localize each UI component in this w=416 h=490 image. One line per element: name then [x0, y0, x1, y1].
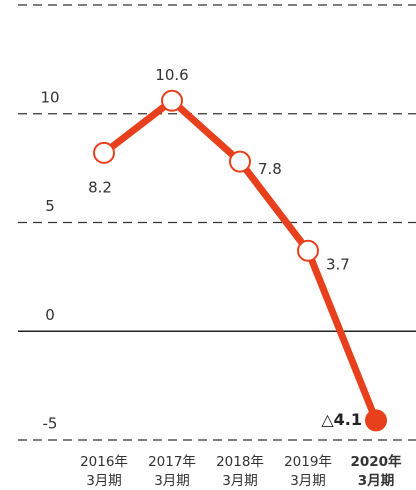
- marker: [229, 150, 251, 173]
- x-tick-label: 3月期: [358, 473, 394, 489]
- data-label: △4.1: [321, 410, 362, 429]
- x-tick-label: 2017年: [148, 454, 196, 470]
- marker: [297, 239, 319, 262]
- x-tick-label: 2019年: [284, 454, 332, 470]
- marker: [93, 141, 115, 164]
- y-tick-label: 5: [45, 197, 55, 215]
- x-tick-label: 2016年: [80, 454, 128, 470]
- marker: [161, 89, 183, 112]
- data-label: 7.8: [258, 160, 282, 178]
- x-tick-label: 3月期: [222, 473, 258, 489]
- x-tick-label: 3月期: [154, 473, 190, 489]
- y-tick-label: 10: [40, 88, 59, 106]
- x-tick-label: 3月期: [86, 473, 122, 489]
- marker: [365, 409, 387, 432]
- x-tick-label: 3月期: [290, 473, 326, 489]
- x-tick-label: 2018年: [216, 454, 264, 470]
- data-label: 3.7: [326, 255, 350, 273]
- data-label: 8.2: [88, 178, 112, 196]
- data-label: 10.6: [155, 66, 188, 84]
- y-tick-label: 0: [45, 306, 55, 324]
- x-tick-label: 2020年: [350, 453, 402, 470]
- y-tick-label: -5: [43, 415, 58, 433]
